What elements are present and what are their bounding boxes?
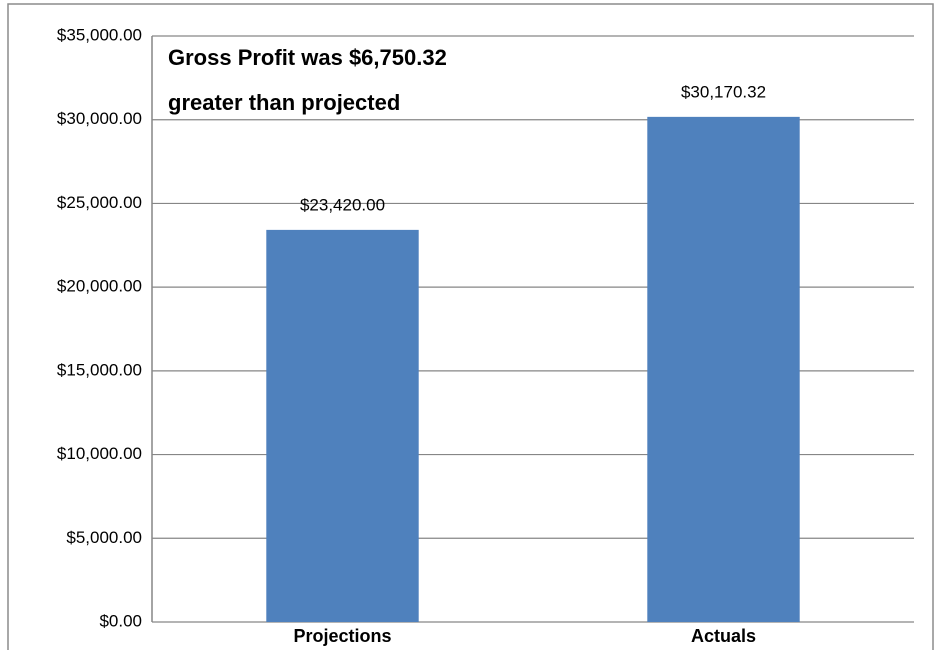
- y-tick-label: $15,000.00: [57, 360, 142, 379]
- annotation: greater than projected: [168, 90, 400, 115]
- y-tick-label: $5,000.00: [66, 528, 142, 547]
- y-tick-label: $30,000.00: [57, 109, 142, 128]
- y-tick-label: $25,000.00: [57, 193, 142, 212]
- y-tick-label: $20,000.00: [57, 277, 142, 296]
- bar: [647, 116, 800, 622]
- y-tick-label: $0.00: [99, 611, 142, 630]
- data-label: $23,420.00: [300, 195, 385, 214]
- annotation: Gross Profit was $6,750.32: [168, 45, 447, 70]
- data-label: $30,170.32: [681, 82, 766, 101]
- y-tick-label: $10,000.00: [57, 444, 142, 463]
- y-tick-label: $35,000.00: [57, 25, 142, 44]
- x-tick-label: Actuals: [691, 626, 756, 646]
- x-tick-label: Projections: [293, 626, 391, 646]
- bar: [266, 229, 419, 623]
